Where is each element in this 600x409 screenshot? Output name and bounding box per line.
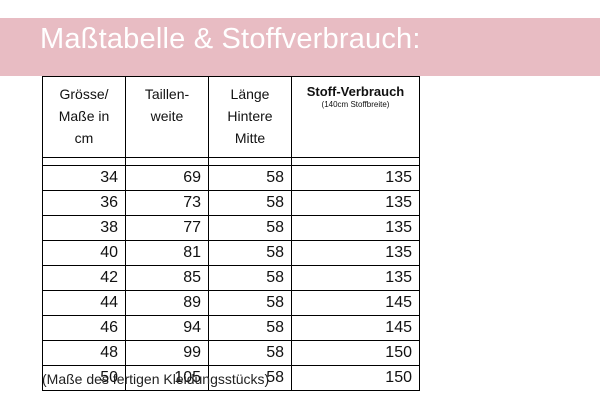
title-banner xyxy=(0,18,600,76)
cell-fabric: 135 xyxy=(291,265,420,291)
size-table: Grösse/Maße in cm Taillen-weite Länge Hint… xyxy=(42,76,420,391)
spacer-cell xyxy=(291,157,420,166)
cell-fabric: 135 xyxy=(291,165,420,191)
spacer-cell xyxy=(42,157,126,166)
table-row: 38 77 58 135 xyxy=(42,215,420,241)
cell-size: 46 xyxy=(42,315,126,341)
spacer-cell xyxy=(125,157,209,166)
cell-length: 58 xyxy=(208,190,292,216)
table-row: 36 73 58 135 xyxy=(42,190,420,216)
cell-length: 58 xyxy=(208,290,292,316)
cell-fabric: 145 xyxy=(291,315,420,341)
cell-size: 40 xyxy=(42,240,126,266)
cell-size: 34 xyxy=(42,165,126,191)
header-size: Grösse/Maße in cm xyxy=(42,76,126,158)
header-size-label: Grösse/Maße in cm xyxy=(58,86,110,146)
header-fabric-note: (140cm Stoffbreite) xyxy=(321,100,390,109)
cell-length: 58 xyxy=(208,215,292,241)
page-title: Maßtabelle & Stoffverbrauch: xyxy=(40,23,421,55)
table-row: 50 105 58 150 xyxy=(42,365,420,391)
table-body: 34 69 58 135 36 73 58 135 38 77 58 135 40 81 58 135 42 85… xyxy=(42,157,420,391)
cell-length: 58 xyxy=(208,240,292,266)
table-row: 46 94 58 145 xyxy=(42,315,420,341)
cell-size: 36 xyxy=(42,190,126,216)
cell-size: 48 xyxy=(42,340,126,366)
header-fabric-label: Stoff-Verbrauch xyxy=(306,84,405,99)
cell-waist: 99 xyxy=(125,340,209,366)
table-row: 48 99 58 150 xyxy=(42,340,420,366)
cell-fabric: 145 xyxy=(291,290,420,316)
header-length-label: Länge Hintere Mitte xyxy=(227,86,273,146)
cell-size: 38 xyxy=(42,215,126,241)
cell-fabric: 150 xyxy=(291,340,420,366)
spacer-row xyxy=(42,157,420,166)
cell-waist: 85 xyxy=(125,265,209,291)
footnote: (Maße des fertigen Kleidungsstücks) xyxy=(42,371,270,387)
header-fabric: Stoff-Verbrauch (140cm Stoffbreite) xyxy=(291,76,420,158)
header-row: Grösse/Maße in cm Taillen-weite Länge Hint… xyxy=(42,76,420,158)
cell-length: 58 xyxy=(208,340,292,366)
header-length: Länge Hintere Mitte xyxy=(208,76,292,158)
cell-length: 58 xyxy=(208,365,292,391)
table-row: 40 81 58 135 xyxy=(42,240,420,266)
cell-size: 42 xyxy=(42,265,126,291)
cell-waist: 73 xyxy=(125,190,209,216)
cell-fabric: 135 xyxy=(291,240,420,266)
cell-waist: 69 xyxy=(125,165,209,191)
cell-length: 58 xyxy=(208,265,292,291)
cell-waist: 77 xyxy=(125,215,209,241)
cell-fabric: 150 xyxy=(291,365,420,391)
cell-length: 58 xyxy=(208,315,292,341)
spacer-cell xyxy=(208,157,292,166)
cell-size: 44 xyxy=(42,290,126,316)
table-row: 42 85 58 135 xyxy=(42,265,420,291)
cell-fabric: 135 xyxy=(291,190,420,216)
header-waist-label: Taillen-weite xyxy=(144,86,190,124)
table-row: 44 89 58 145 xyxy=(42,290,420,316)
cell-fabric: 135 xyxy=(291,215,420,241)
cell-length: 58 xyxy=(208,165,292,191)
cell-waist: 105 xyxy=(125,365,209,391)
cell-waist: 81 xyxy=(125,240,209,266)
cell-waist: 94 xyxy=(125,315,209,341)
table-row: 34 69 58 135 xyxy=(42,165,420,191)
header-waist: Taillen-weite xyxy=(125,76,209,158)
cell-waist: 89 xyxy=(125,290,209,316)
cell-size: 50 xyxy=(42,365,126,391)
